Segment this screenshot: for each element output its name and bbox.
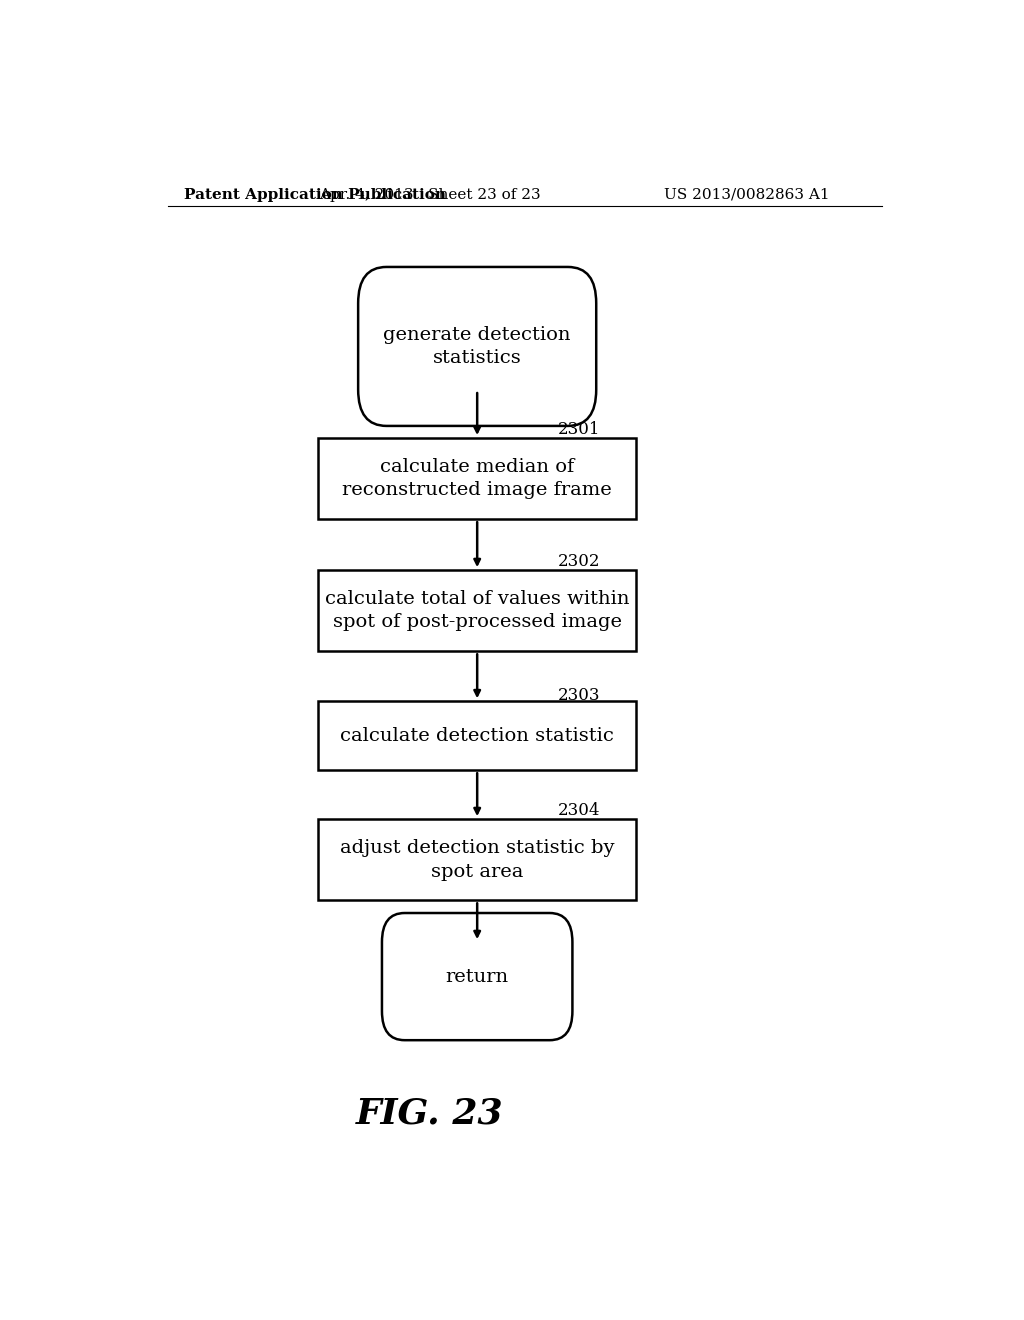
- Text: calculate median of
reconstructed image frame: calculate median of reconstructed image …: [342, 458, 612, 499]
- Text: return: return: [445, 968, 509, 986]
- Text: Patent Application Publication: Patent Application Publication: [183, 187, 445, 202]
- Text: 2302: 2302: [558, 553, 600, 570]
- Bar: [318, 701, 636, 771]
- Text: adjust detection statistic by
spot area: adjust detection statistic by spot area: [340, 840, 614, 880]
- Text: 2303: 2303: [558, 686, 600, 704]
- Text: 2304: 2304: [558, 803, 600, 820]
- Bar: [318, 438, 636, 519]
- Bar: [318, 570, 636, 651]
- Text: Apr. 4, 2013   Sheet 23 of 23: Apr. 4, 2013 Sheet 23 of 23: [318, 187, 541, 202]
- FancyBboxPatch shape: [358, 267, 596, 426]
- Text: generate detection
statistics: generate detection statistics: [383, 326, 571, 367]
- Text: FIG. 23: FIG. 23: [355, 1097, 504, 1131]
- Text: calculate total of values within
spot of post-processed image: calculate total of values within spot of…: [325, 590, 630, 631]
- Text: 2301: 2301: [558, 421, 600, 438]
- Bar: [318, 818, 636, 900]
- Text: US 2013/0082863 A1: US 2013/0082863 A1: [665, 187, 829, 202]
- Text: calculate detection statistic: calculate detection statistic: [340, 727, 614, 744]
- FancyBboxPatch shape: [382, 913, 572, 1040]
